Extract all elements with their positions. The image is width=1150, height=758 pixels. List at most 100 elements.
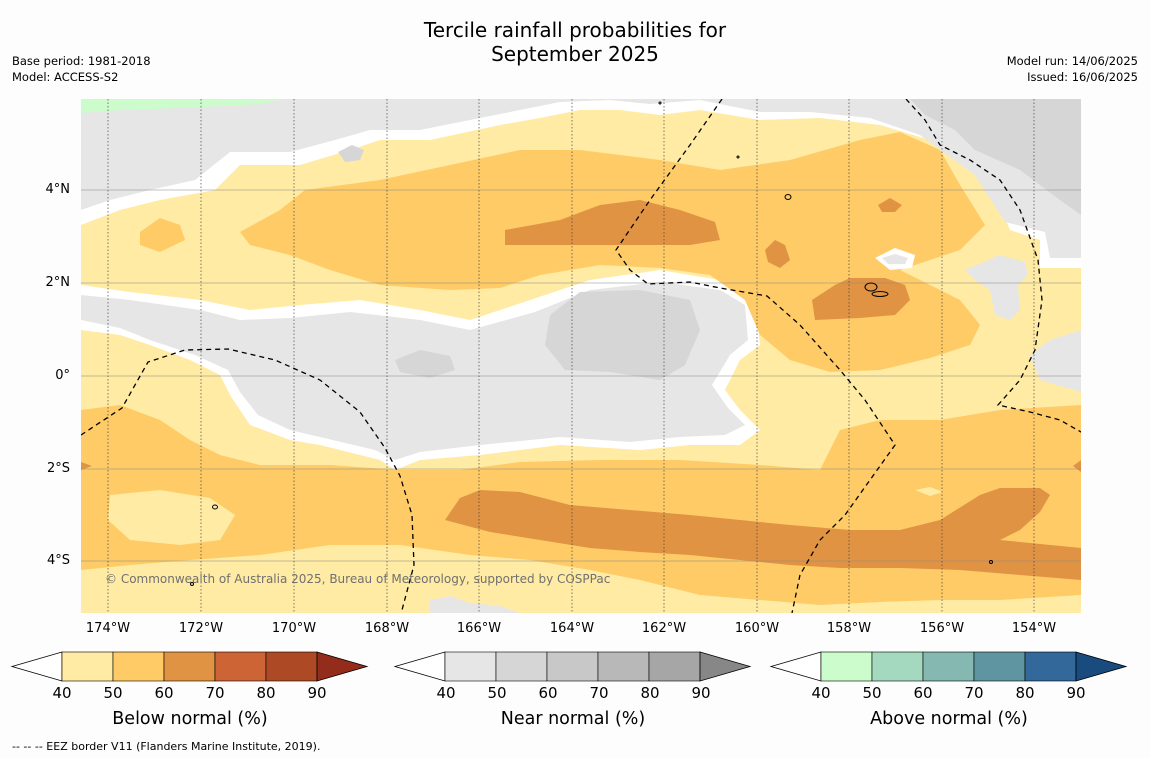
below-40-south-inner bbox=[108, 490, 235, 545]
x-tick-label: 160°W bbox=[734, 621, 780, 636]
base-period: Base period: 1981-2018 bbox=[12, 54, 151, 68]
island-6 bbox=[989, 560, 993, 564]
x-tick-label: 154°W bbox=[1011, 621, 1057, 636]
colorbar-near-segment bbox=[546, 651, 599, 682]
islands bbox=[190, 101, 993, 586]
near-hole-east bbox=[882, 254, 908, 264]
near-normal-south-bits bbox=[430, 596, 520, 613]
gridlines bbox=[81, 189, 1081, 562]
x-tick-label: 156°W bbox=[919, 621, 965, 636]
colorbar-above-segment bbox=[871, 651, 924, 682]
x-tick-label: 168°W bbox=[364, 621, 410, 636]
cb-above-title: Above normal (%) bbox=[870, 709, 1028, 729]
x-tick-label: 164°W bbox=[549, 621, 595, 636]
meridians bbox=[107, 99, 1035, 613]
colorbar-near-segment bbox=[444, 651, 497, 682]
x-tick-label: 170°W bbox=[271, 621, 317, 636]
eez-border-west bbox=[81, 348, 415, 611]
colorbar-below-left-extend bbox=[10, 651, 63, 682]
issued-date: Issued: 16/06/2025 bbox=[1027, 70, 1138, 84]
island-2 bbox=[871, 291, 889, 297]
below-50-nw bbox=[140, 218, 185, 252]
meta-right: Model run: 14/06/2025 Issued: 16/06/2025 bbox=[1007, 53, 1138, 85]
y-tick-label: 0° bbox=[55, 368, 70, 383]
y-tick-label: 2°N bbox=[45, 275, 71, 290]
colorbar-below-right-extend bbox=[316, 651, 369, 682]
cb-near-tick: 80 bbox=[640, 684, 660, 702]
island-5 bbox=[190, 582, 194, 586]
x-tick-label: 158°W bbox=[826, 621, 872, 636]
colorbar-near-right-extend bbox=[699, 651, 752, 682]
x-tick-label: 162°W bbox=[641, 621, 687, 636]
colorbar-above-segment bbox=[922, 651, 975, 682]
below-40-east-south bbox=[915, 487, 943, 496]
below-60-west-edge bbox=[81, 462, 92, 470]
copyright-notice: © Commonwealth of Australia 2025, Bureau… bbox=[105, 572, 611, 586]
near-normal-60-central bbox=[545, 290, 700, 380]
white-halo-north bbox=[81, 99, 1081, 268]
colorbar-below-segment bbox=[112, 651, 165, 682]
cb-above-tick: 50 bbox=[862, 684, 882, 702]
x-tick-label: 172°W bbox=[178, 621, 224, 636]
cb-below-tick: 70 bbox=[205, 684, 225, 702]
colorbar-below-segment bbox=[265, 651, 318, 682]
island-1 bbox=[864, 282, 878, 292]
island-3 bbox=[784, 194, 792, 200]
near-normal-east-2 bbox=[965, 255, 1028, 320]
colorbar-below-segment bbox=[61, 651, 114, 682]
below-60-core-south bbox=[445, 488, 1081, 580]
cb-below-title: Below normal (%) bbox=[112, 709, 268, 729]
colorbar-above-right-extend bbox=[1075, 651, 1128, 682]
cb-near-tick: 60 bbox=[538, 684, 558, 702]
island-7 bbox=[658, 101, 662, 105]
model-run: Model run: 14/06/2025 bbox=[1006, 54, 1138, 68]
title-line-1: Tercile rainfall probabilities for bbox=[423, 18, 727, 42]
probability-field bbox=[81, 99, 1081, 613]
model-name: Model: ACCESS-S2 bbox=[12, 70, 119, 84]
below-50-north bbox=[240, 132, 985, 372]
cb-below-tick: 90 bbox=[307, 684, 327, 702]
map-title: Tercile rainfall probabilities for Septe… bbox=[0, 18, 1150, 66]
near-normal-north bbox=[81, 99, 1081, 258]
eez-borders bbox=[81, 99, 1081, 613]
below-60-dot-1 bbox=[765, 240, 790, 268]
colorbar-above-segment bbox=[1024, 651, 1077, 682]
cb-above-tick: 90 bbox=[1066, 684, 1086, 702]
colorbar-near-left-extend bbox=[393, 651, 446, 682]
green-patch bbox=[81, 99, 282, 113]
island-8 bbox=[736, 155, 740, 159]
eez-border-east bbox=[905, 99, 1081, 433]
cb-near-tick: 50 bbox=[487, 684, 507, 702]
near-normal-60-ne bbox=[910, 99, 1081, 215]
cb-above-tick: 40 bbox=[811, 684, 831, 702]
near-normal-60-small-2 bbox=[338, 145, 364, 162]
below-60-core-east bbox=[812, 278, 910, 320]
near-normal-60-small bbox=[395, 350, 455, 378]
y-tick-label: 4°S bbox=[46, 553, 70, 568]
x-tick-label: 174°W bbox=[85, 621, 131, 636]
cb-near-tick: 70 bbox=[589, 684, 609, 702]
colorbar-near-segment bbox=[648, 651, 701, 682]
colorbars bbox=[10, 651, 1128, 682]
y-tick-label: 4°N bbox=[45, 182, 71, 197]
cb-near-tick: 90 bbox=[691, 684, 711, 702]
colorbar-below-segment bbox=[163, 651, 216, 682]
colorbar-near-segment bbox=[597, 651, 650, 682]
cb-below-tick: 80 bbox=[256, 684, 276, 702]
below-60-core-north bbox=[505, 200, 720, 245]
cb-above-tick: 60 bbox=[913, 684, 933, 702]
below-60-dot-2 bbox=[878, 198, 902, 212]
cb-near-title: Near normal (%) bbox=[500, 709, 646, 729]
colorbar-above-segment bbox=[820, 651, 873, 682]
cb-above-tick: 70 bbox=[964, 684, 984, 702]
colorbar-near-segment bbox=[495, 651, 548, 682]
cb-below-tick: 60 bbox=[154, 684, 174, 702]
eez-border-central bbox=[615, 99, 896, 613]
colorbar-above-segment bbox=[973, 651, 1026, 682]
colorbar-below-segment bbox=[214, 651, 267, 682]
cb-below-tick: 50 bbox=[103, 684, 123, 702]
island-4 bbox=[212, 504, 218, 510]
x-tick-label: 166°W bbox=[456, 621, 502, 636]
colorbar-above-left-extend bbox=[769, 651, 822, 682]
